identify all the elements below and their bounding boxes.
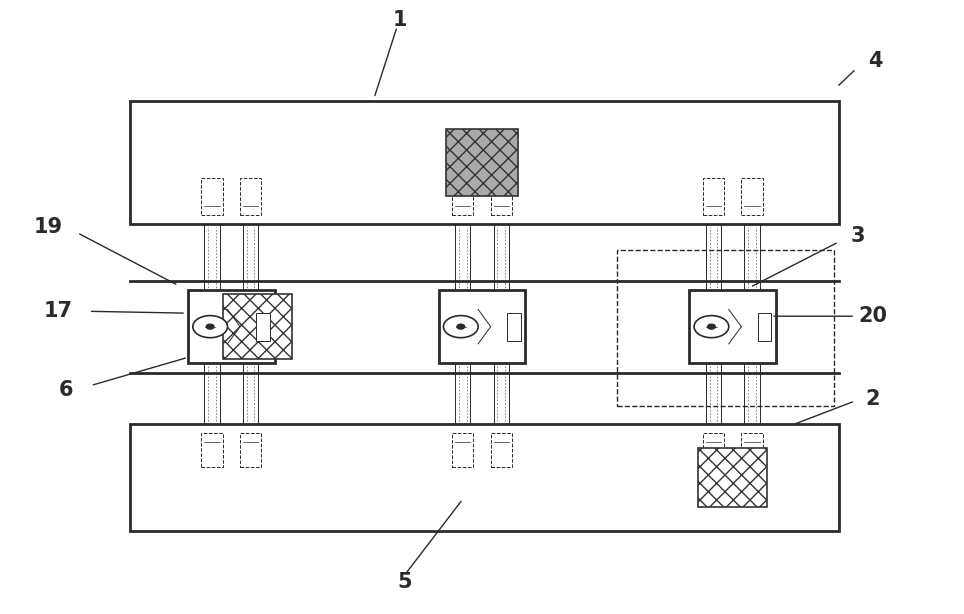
Text: 17: 17 [43,301,72,321]
Bar [130,101,839,224]
Bar [452,178,473,215]
Text: 20: 20 [858,306,887,326]
Circle shape [457,324,465,329]
Bar [507,313,521,341]
Text: 2: 2 [865,389,880,409]
Bar [741,178,763,215]
Bar [130,424,839,531]
Circle shape [206,324,214,329]
Bar [617,250,834,406]
Bar [223,294,292,359]
Bar [689,290,776,363]
Bar [758,313,771,341]
Circle shape [694,316,729,338]
Text: 3: 3 [850,227,866,246]
Bar [445,129,519,196]
Bar [439,290,525,363]
Circle shape [443,316,478,338]
Bar [703,433,724,467]
Circle shape [193,316,228,338]
Circle shape [708,324,715,329]
Text: 4: 4 [868,52,883,71]
Bar [240,433,261,467]
Bar [201,178,223,215]
Bar [452,433,473,467]
Text: 5: 5 [397,572,413,592]
Bar [240,178,261,215]
Bar [256,313,270,341]
Text: 19: 19 [34,217,63,237]
Bar [491,433,512,467]
Bar [698,448,767,507]
Bar [491,178,512,215]
Bar [741,433,763,467]
Bar [201,433,223,467]
Text: 1: 1 [392,10,408,29]
Bar [188,290,275,363]
Text: 6: 6 [58,380,73,400]
Bar [703,178,724,215]
